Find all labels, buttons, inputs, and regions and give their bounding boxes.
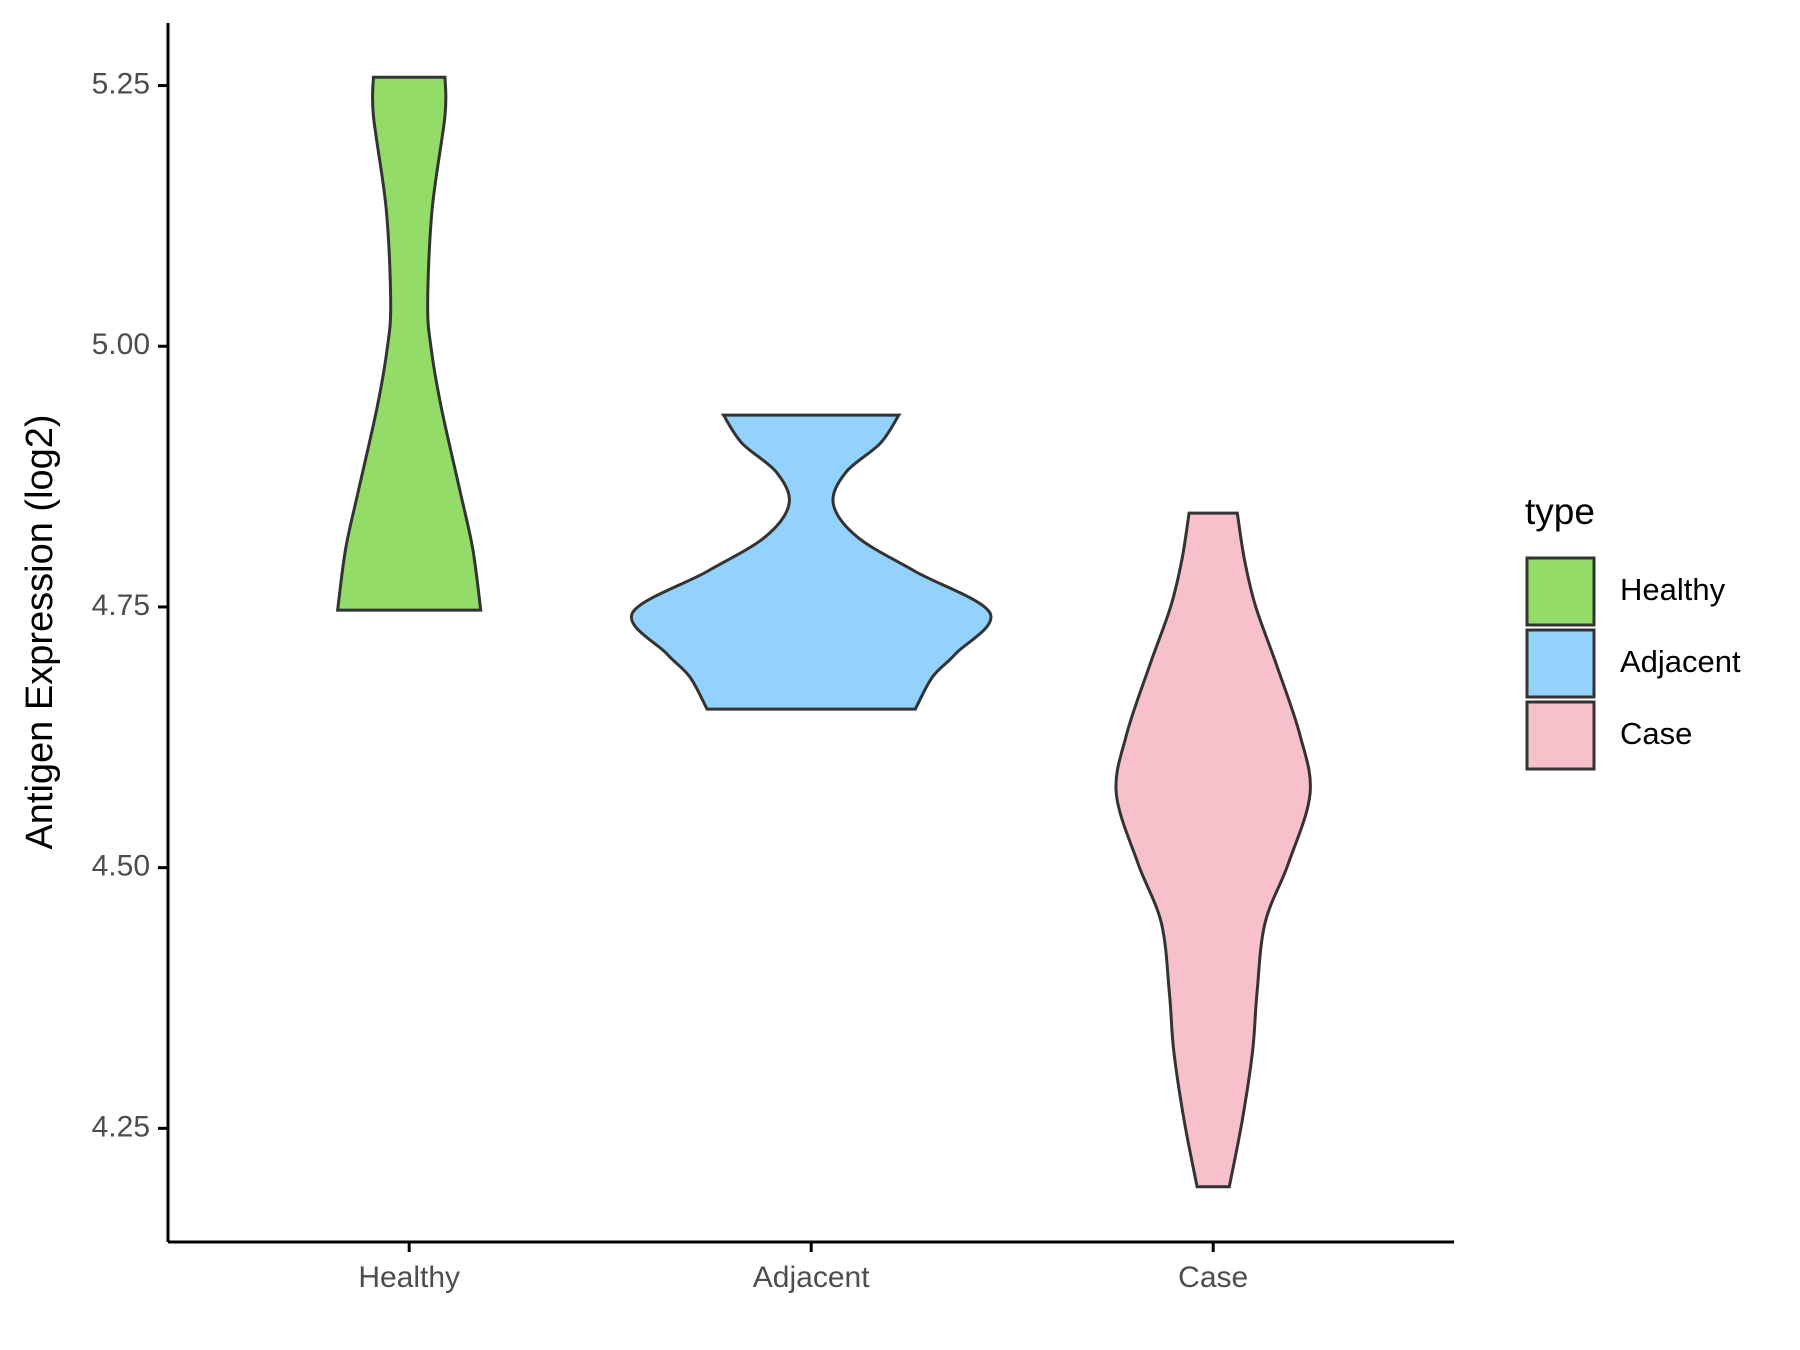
legend-title: type <box>1525 491 1595 532</box>
legend-label: Adjacent <box>1620 644 1741 679</box>
y-tick-label: 5.00 <box>92 328 150 361</box>
violin <box>1114 511 1312 1189</box>
legend-label: Case <box>1620 716 1692 751</box>
violin <box>335 75 483 612</box>
x-tick-label: Healthy <box>358 1261 460 1294</box>
y-tick-label: 4.75 <box>92 589 150 622</box>
legend-key <box>1525 700 1596 771</box>
legend-key <box>1525 628 1596 699</box>
y-tick-label: 4.25 <box>92 1110 150 1143</box>
x-tick-label: Case <box>1178 1261 1248 1294</box>
x-tick-label: Adjacent <box>753 1261 870 1294</box>
y-axis-label: Antigen Expression (log2) <box>19 414 61 849</box>
legend-key <box>1525 556 1596 627</box>
violin <box>629 413 993 711</box>
y-tick-label: 5.25 <box>92 67 150 100</box>
legend-label: Healthy <box>1620 572 1726 607</box>
y-tick-label: 4.50 <box>92 850 150 883</box>
